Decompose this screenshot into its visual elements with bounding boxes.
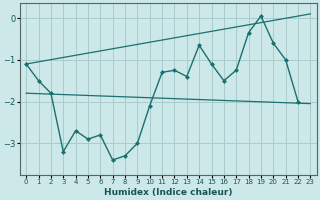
X-axis label: Humidex (Indice chaleur): Humidex (Indice chaleur): [104, 188, 233, 197]
